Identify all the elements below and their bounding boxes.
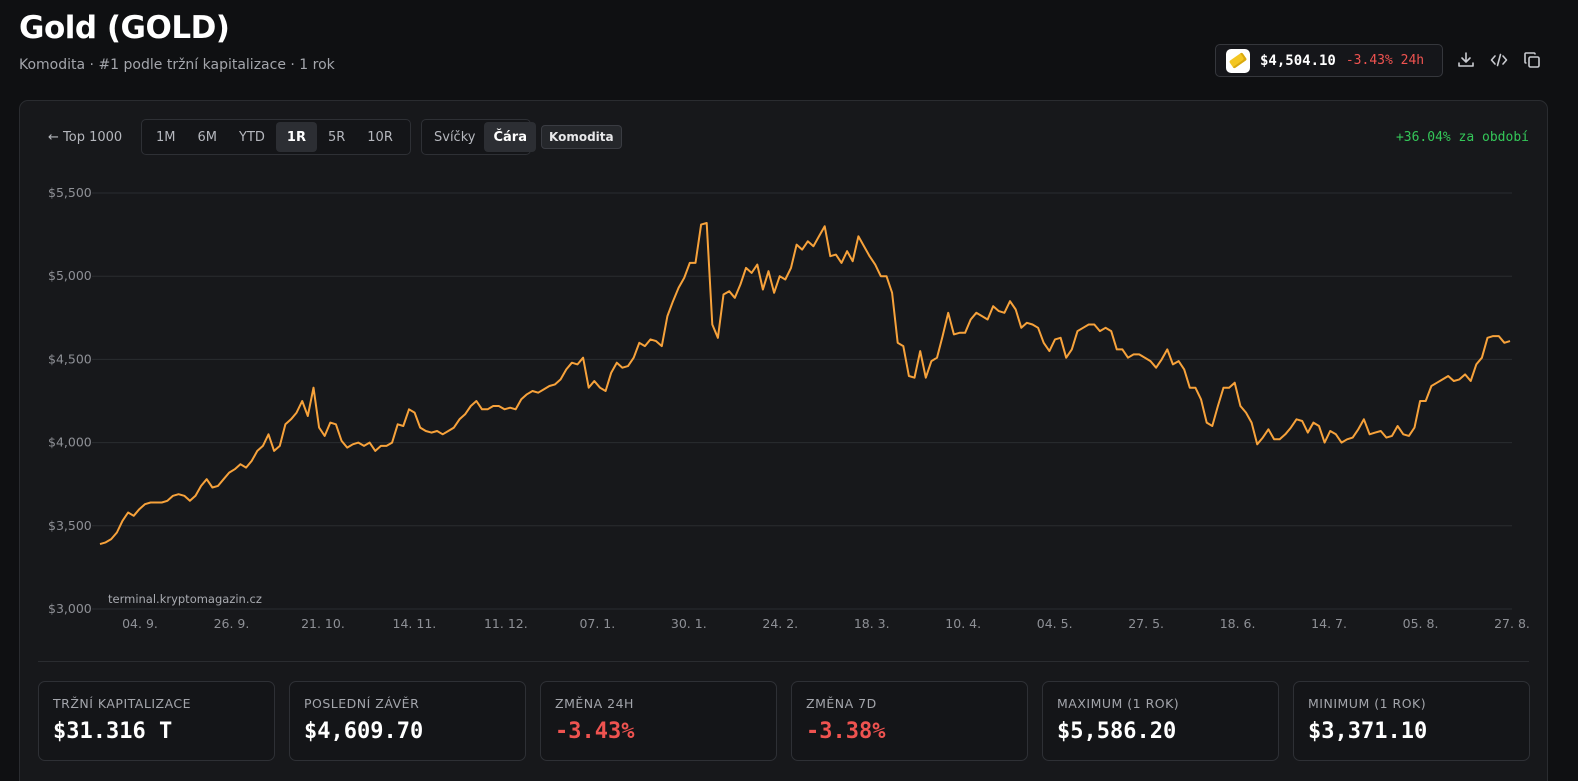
stat-value: $31.316 T bbox=[53, 719, 173, 744]
x-tick-label: 05. 8. bbox=[1403, 616, 1439, 631]
page-title: Gold (GOLD) bbox=[19, 10, 230, 46]
x-tick-label: 30. 1. bbox=[671, 616, 707, 631]
x-tick-label: 21. 10. bbox=[301, 616, 345, 631]
range-6m-button[interactable]: 6M bbox=[197, 129, 218, 145]
range-5r-button[interactable]: 5R bbox=[327, 129, 346, 145]
stat-change-7d: ZMĚNA 7D -3.38% bbox=[791, 681, 1028, 761]
x-tick-label: 18. 6. bbox=[1220, 616, 1256, 631]
stat-value: $3,371.10 bbox=[1308, 719, 1428, 744]
watermark: terminal.kryptomagazin.cz bbox=[108, 592, 262, 606]
y-tick-label: $3,500 bbox=[48, 518, 92, 533]
x-tick-label: 07. 1. bbox=[579, 616, 615, 631]
x-tick-label: 27. 5. bbox=[1128, 616, 1164, 631]
range-10r-button[interactable]: 10R bbox=[367, 129, 393, 145]
stat-min-1y: MINIMUM (1 ROK) $3,371.10 bbox=[1293, 681, 1530, 761]
stat-label: POSLEDNÍ ZÁVĚR bbox=[304, 696, 420, 711]
stat-value: $4,609.70 bbox=[304, 719, 424, 744]
range-ytd-button[interactable]: YTD bbox=[239, 129, 265, 145]
x-tick-label: 14. 11. bbox=[393, 616, 437, 631]
stat-label: MINIMUM (1 ROK) bbox=[1308, 696, 1427, 711]
price-chart[interactable]: $5,500 $5,000 $4,500 $4,000 $3,500 $3,000 04. … bbox=[0, 0, 1578, 660]
stat-value: $5,586.20 bbox=[1057, 719, 1177, 744]
stat-market-cap: TRŽNÍ KAPITALIZACE $31.316 T bbox=[38, 681, 275, 761]
stat-max-1y: MAXIMUM (1 ROK) $5,586.20 bbox=[1042, 681, 1279, 761]
x-tick-label: 04. 5. bbox=[1037, 616, 1073, 631]
y-tick-label: $3,000 bbox=[48, 601, 92, 616]
x-tick-label: 14. 7. bbox=[1311, 616, 1347, 631]
stat-label: TRŽNÍ KAPITALIZACE bbox=[53, 696, 192, 711]
range-1m-button[interactable]: 1M bbox=[156, 129, 176, 145]
back-to-top-link[interactable]: ← Top 1000 bbox=[48, 130, 123, 145]
stat-label: ZMĚNA 7D bbox=[806, 696, 877, 711]
y-tick-label: $4,500 bbox=[48, 351, 92, 366]
x-tick-label: 24. 2. bbox=[762, 616, 798, 631]
y-tick-label: $5,000 bbox=[48, 268, 92, 283]
category-tag[interactable]: Komodita bbox=[541, 125, 622, 149]
stat-last-close: POSLEDNÍ ZÁVĚR $4,609.70 bbox=[289, 681, 526, 761]
y-tick-label: $5,500 bbox=[48, 185, 92, 200]
range-selector: 1M 6M YTD 1R 5R 10R bbox=[141, 119, 411, 155]
x-tick-label: 18. 3. bbox=[854, 616, 890, 631]
y-tick-label: $4,000 bbox=[48, 435, 92, 450]
range-1r-button[interactable]: 1R bbox=[275, 122, 317, 152]
gold-bar-icon bbox=[1226, 48, 1250, 73]
price-change-24h: -3.43% 24h bbox=[1345, 53, 1425, 68]
chart-type-selector: Svíčky Čára bbox=[421, 119, 536, 155]
current-price: $4,504.10 bbox=[1260, 52, 1336, 69]
page-subtitle: Komodita · #1 podle tržní kapitalizace ·… bbox=[19, 57, 335, 73]
embed-code-icon[interactable] bbox=[1489, 50, 1509, 70]
x-tick-label: 26. 9. bbox=[214, 616, 250, 631]
period-change: +36.04% za období bbox=[1395, 130, 1529, 145]
x-tick-label: 11. 12. bbox=[484, 616, 528, 631]
download-icon[interactable] bbox=[1456, 50, 1476, 70]
chart-card bbox=[19, 100, 1548, 781]
price-pill: $4,504.10 -3.43% 24h bbox=[1215, 44, 1443, 77]
stat-label: MAXIMUM (1 ROK) bbox=[1057, 696, 1180, 711]
stat-value: -3.43% bbox=[555, 719, 635, 744]
candles-button[interactable]: Svíčky bbox=[434, 129, 476, 145]
price-line bbox=[99, 222, 1511, 546]
line-button[interactable]: Čára bbox=[484, 122, 536, 152]
x-tick-label: 10. 4. bbox=[945, 616, 981, 631]
stat-change-24h: ZMĚNA 24H -3.43% bbox=[540, 681, 777, 761]
x-tick-label: 27. 8. bbox=[1494, 616, 1530, 631]
divider bbox=[38, 661, 1529, 662]
copy-icon[interactable] bbox=[1522, 50, 1542, 70]
stat-label: ZMĚNA 24H bbox=[555, 696, 634, 711]
x-tick-label: 04. 9. bbox=[122, 616, 158, 631]
stat-value: -3.38% bbox=[806, 719, 886, 744]
